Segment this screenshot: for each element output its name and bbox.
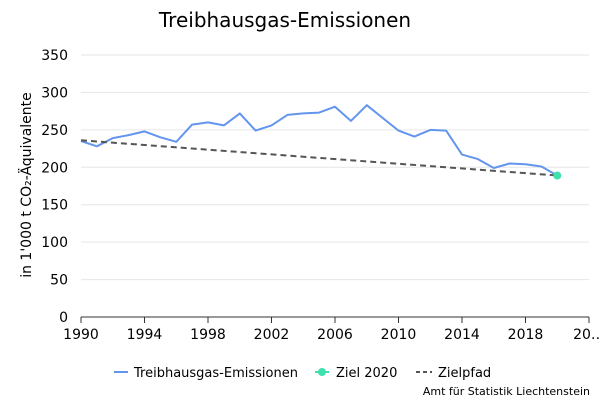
legend-item-target[interactable]: Ziel 2020 — [315, 366, 397, 381]
x-tick-label: 2002 — [254, 327, 290, 343]
x-tick-label: 2010 — [381, 327, 417, 343]
y-tick-label: 50 — [50, 273, 68, 289]
y-axis-ticks: 0 50 100 150 200 250 300 350 — [41, 48, 68, 326]
y-tick-label: 150 — [41, 198, 68, 214]
legend-item-path[interactable]: Zielpfad — [416, 366, 491, 381]
x-tick-label: 20… — [573, 327, 600, 343]
x-tick-label: 1990 — [63, 327, 99, 343]
plot-area — [80, 104, 562, 180]
legend-item-emissions[interactable]: Treibhausgas-Emissionen — [114, 366, 298, 381]
x-tick-label: 2006 — [317, 327, 353, 343]
y-tick-label: 300 — [41, 85, 68, 101]
y-tick-label: 100 — [41, 235, 68, 251]
legend-label-emissions: Treibhausgas-Emissionen — [133, 366, 298, 381]
x-tick-label: 2014 — [444, 327, 480, 343]
legend: Treibhausgas-Emissionen Ziel 2020 Zielpf… — [114, 366, 491, 381]
series-line-emissions — [80, 104, 558, 177]
y-tick-label: 200 — [41, 160, 68, 176]
x-tick-label: 1994 — [127, 327, 163, 343]
y-tick-label: 0 — [59, 310, 68, 326]
grid — [81, 54, 589, 318]
legend-label-path: Zielpfad — [438, 366, 491, 381]
x-tick-label: 2018 — [508, 327, 544, 343]
x-axis-ticks: 1990 1994 1998 2002 2006 2010 2014 2018 20… — [63, 317, 600, 343]
legend-marker-target — [318, 368, 326, 376]
chart-title: Treibhausgas-Emissionen — [158, 8, 411, 32]
y-tick-label: 350 — [41, 48, 68, 64]
y-axis-label: in 1'000 t CO₂-Äquivalente — [17, 92, 35, 278]
x-tick-label: 1998 — [190, 327, 226, 343]
series-line-path — [80, 139, 558, 177]
source-credit: Amt für Statistik Liechtenstein — [423, 385, 590, 398]
y-tick-label: 250 — [41, 123, 68, 139]
legend-label-target: Ziel 2020 — [336, 366, 397, 381]
target-point[interactable] — [553, 171, 562, 180]
